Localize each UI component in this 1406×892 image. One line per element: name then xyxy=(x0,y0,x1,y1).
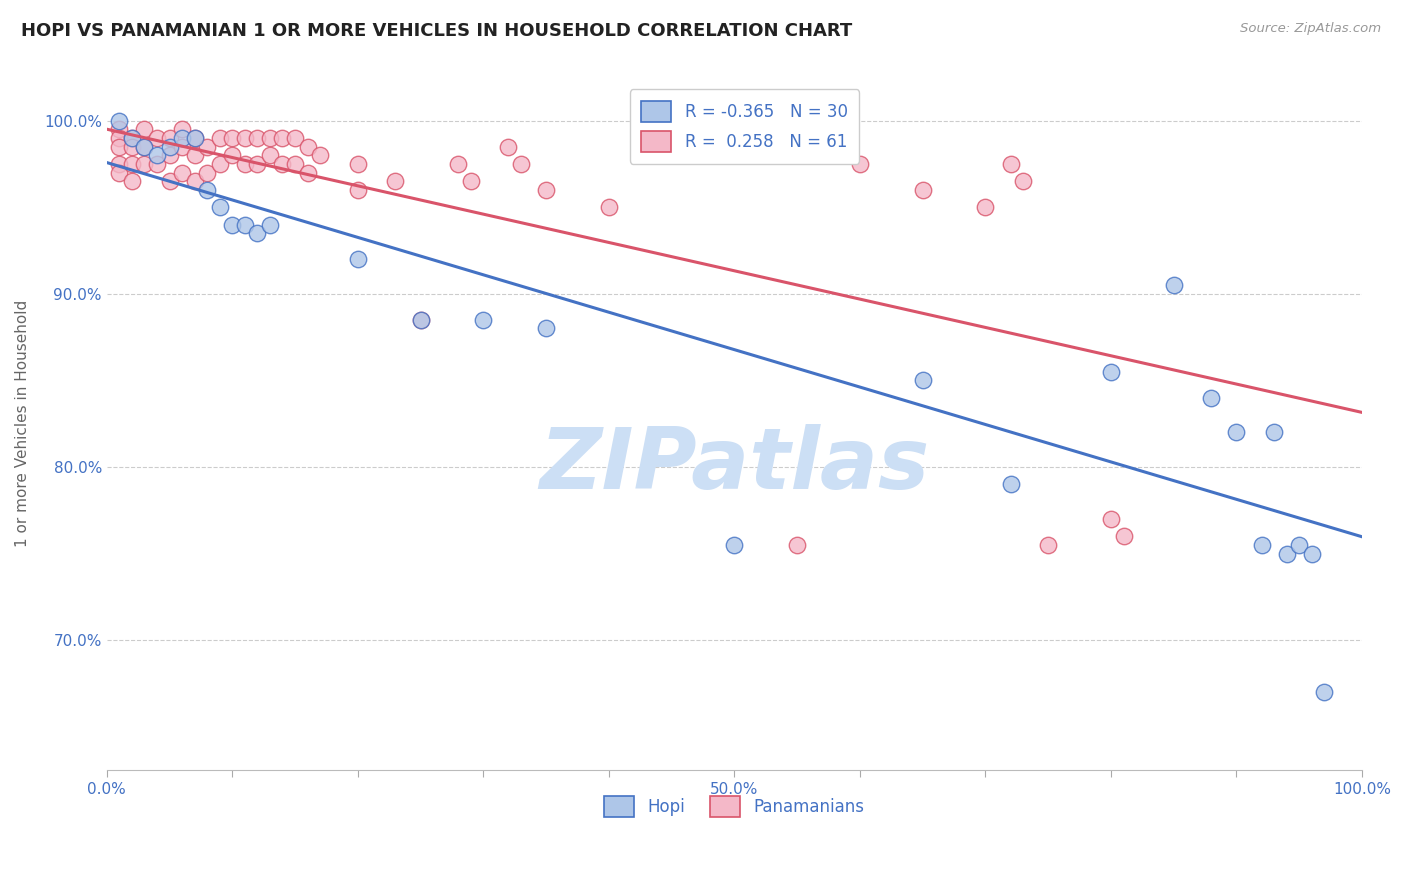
Point xyxy=(108,157,131,171)
Point xyxy=(208,157,231,171)
Point xyxy=(534,321,557,335)
Point xyxy=(170,166,193,180)
Point xyxy=(259,131,281,145)
Point xyxy=(911,183,934,197)
Point xyxy=(121,131,143,145)
Point xyxy=(1112,529,1135,543)
Point xyxy=(233,131,256,145)
Point xyxy=(346,183,368,197)
Point xyxy=(108,166,131,180)
Point xyxy=(510,157,533,171)
Point xyxy=(1163,278,1185,293)
Point xyxy=(786,538,808,552)
Point xyxy=(183,131,205,145)
Point xyxy=(259,148,281,162)
Point xyxy=(1250,538,1272,552)
Point xyxy=(974,200,997,214)
Y-axis label: 1 or more Vehicles in Household: 1 or more Vehicles in Household xyxy=(15,300,30,548)
Point xyxy=(346,157,368,171)
Point xyxy=(195,166,218,180)
Point xyxy=(534,183,557,197)
Point xyxy=(297,166,319,180)
Point xyxy=(170,131,193,145)
Point xyxy=(409,313,432,327)
Point xyxy=(121,131,143,145)
Point xyxy=(146,157,169,171)
Point xyxy=(221,148,243,162)
Point xyxy=(1012,174,1035,188)
Point xyxy=(121,174,143,188)
Point xyxy=(195,139,218,153)
Point xyxy=(146,148,169,162)
Point xyxy=(108,113,131,128)
Point xyxy=(1000,157,1022,171)
Point xyxy=(1275,547,1298,561)
Point xyxy=(159,139,181,153)
Text: ZIPatlas: ZIPatlas xyxy=(540,424,929,507)
Point xyxy=(159,148,181,162)
Point xyxy=(1301,547,1323,561)
Point xyxy=(108,131,131,145)
Point xyxy=(221,131,243,145)
Legend: Hopi, Panamanians: Hopi, Panamanians xyxy=(598,789,872,824)
Point xyxy=(146,131,169,145)
Point xyxy=(271,157,294,171)
Point xyxy=(498,139,520,153)
Point xyxy=(183,131,205,145)
Point xyxy=(447,157,470,171)
Point xyxy=(108,139,131,153)
Point xyxy=(409,313,432,327)
Point xyxy=(159,174,181,188)
Point xyxy=(259,218,281,232)
Point xyxy=(121,139,143,153)
Point xyxy=(1099,365,1122,379)
Point xyxy=(134,139,156,153)
Point xyxy=(384,174,406,188)
Point xyxy=(246,131,269,145)
Point xyxy=(1099,512,1122,526)
Point xyxy=(849,157,872,171)
Point xyxy=(911,373,934,387)
Point xyxy=(233,157,256,171)
Point xyxy=(1225,425,1247,440)
Point xyxy=(723,538,745,552)
Point xyxy=(134,122,156,136)
Point xyxy=(1038,538,1060,552)
Point xyxy=(297,139,319,153)
Point xyxy=(183,174,205,188)
Point xyxy=(284,131,307,145)
Text: Source: ZipAtlas.com: Source: ZipAtlas.com xyxy=(1240,22,1381,36)
Point xyxy=(246,227,269,241)
Point xyxy=(134,157,156,171)
Point xyxy=(183,148,205,162)
Point xyxy=(346,252,368,267)
Point xyxy=(208,200,231,214)
Point xyxy=(195,183,218,197)
Point xyxy=(208,131,231,145)
Point xyxy=(1000,477,1022,491)
Point xyxy=(271,131,294,145)
Point xyxy=(108,122,131,136)
Point xyxy=(1201,391,1223,405)
Point xyxy=(1288,538,1310,552)
Point xyxy=(170,139,193,153)
Point xyxy=(472,313,495,327)
Point xyxy=(460,174,482,188)
Point xyxy=(170,122,193,136)
Text: HOPI VS PANAMANIAN 1 OR MORE VEHICLES IN HOUSEHOLD CORRELATION CHART: HOPI VS PANAMANIAN 1 OR MORE VEHICLES IN… xyxy=(21,22,852,40)
Point xyxy=(284,157,307,171)
Point xyxy=(159,131,181,145)
Point xyxy=(309,148,332,162)
Point xyxy=(221,218,243,232)
Point xyxy=(121,157,143,171)
Point xyxy=(1313,685,1336,699)
Point xyxy=(598,200,620,214)
Point xyxy=(246,157,269,171)
Point xyxy=(1263,425,1285,440)
Point xyxy=(134,139,156,153)
Point xyxy=(233,218,256,232)
